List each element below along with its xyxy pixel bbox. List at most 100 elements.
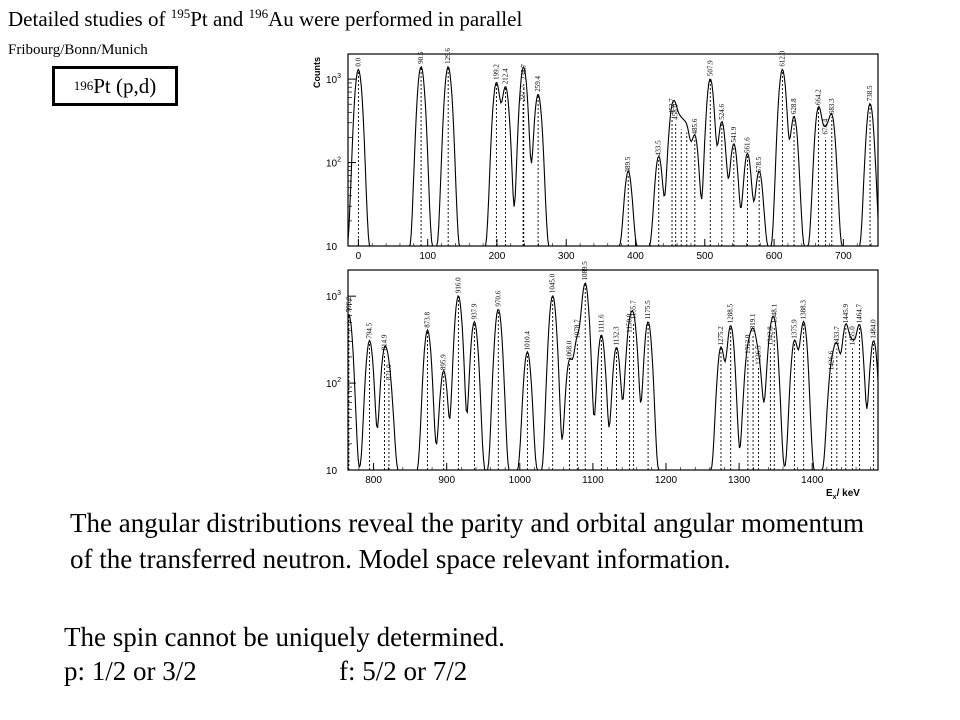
peak-label: 1078.7 [573, 319, 581, 339]
peak-marker: 1132.3 [613, 326, 621, 470]
peak-marker: 433.5 [655, 140, 663, 246]
peak-marker: 683.3 [828, 98, 836, 246]
peak-label: 814.9 [380, 334, 388, 350]
reaction-label: Pt (p,d) [93, 73, 157, 98]
x-tick-label: 400 [627, 251, 644, 262]
peak-marker: 199.2 [492, 64, 500, 246]
peak-label: 1484.0 [870, 319, 878, 339]
peak-label: 1348.1 [770, 304, 778, 324]
x-tick-label: 300 [558, 251, 575, 262]
title-text-2: Pt and [190, 7, 249, 31]
peak-marker: 1010.4 [523, 331, 531, 470]
peak-label: 199.2 [492, 64, 500, 80]
peak-marker: 821.0 [385, 364, 393, 470]
peak-label: 1426.6 [828, 350, 836, 370]
peak-marker: 895.9 [440, 354, 448, 470]
peak-label: 237.7 [519, 85, 527, 101]
peak-marker: 1111.6 [597, 314, 605, 470]
peak-label: 628.8 [790, 98, 798, 114]
plot-frame [347, 269, 879, 471]
y-tick-label: 102 [326, 157, 341, 170]
peak-label: 458.0 [672, 103, 680, 119]
peak-label: 507.9 [706, 60, 714, 76]
peak-label: 524.6 [718, 103, 726, 119]
peak-marker: 389.5 [624, 156, 632, 246]
peak-label: 1132.3 [613, 326, 621, 345]
peak-label: 1068.0 [566, 340, 574, 360]
peak-label: 821.0 [385, 364, 393, 380]
spectrum-curve [347, 65, 879, 247]
peak-marker: 1445.9 [842, 304, 850, 470]
peak-label: 259.4 [534, 75, 542, 91]
peak-marker: 814.9 [380, 334, 388, 470]
peak-label: 129.6 [444, 48, 452, 64]
peak-marker: 259.4 [534, 75, 542, 246]
peak-marker: 458.0 [672, 103, 680, 246]
peak-label: 1388.3 [800, 300, 808, 320]
x-tick-label: 1300 [728, 475, 751, 486]
peak-marker: 1464.7 [856, 304, 864, 470]
peak-marker: 524.6 [718, 103, 726, 246]
spectra-chart: 0.0 90.5 129.6 199.2 212.4 237.7 238.7 259.4 389… [312, 48, 879, 501]
p-spin-options: p: 1/2 or 3/2 [64, 656, 197, 686]
peak-marker: 507.9 [706, 60, 714, 246]
title-mass-number-1: 195 [170, 6, 191, 21]
peak-marker: 1455.0 [848, 326, 856, 470]
peak-label: 1375.9 [791, 319, 799, 339]
peak-marker: 1426.6 [828, 350, 836, 470]
peak-marker: 612.0 [778, 50, 786, 246]
peak-label: 452.7 [668, 98, 676, 114]
title-mass-number-2: 196 [248, 6, 269, 21]
peak-marker: 1150.0 [625, 313, 633, 470]
x-tick-label: 1100 [582, 475, 604, 486]
peak-label: 578.5 [755, 156, 763, 172]
peak-label: 90.5 [417, 51, 425, 64]
peak-label: 1455.0 [848, 326, 856, 346]
x-tick-label: 100 [419, 251, 436, 262]
peak-marker: 1275.2 [717, 326, 725, 470]
y-tick-label: 10 [326, 242, 338, 253]
peak-label: 541.9 [730, 126, 738, 142]
x-tick-label: 700 [835, 251, 852, 262]
peak-label: 1433.7 [833, 326, 841, 346]
x-tick-label: 200 [489, 251, 506, 262]
x-tick-label: 500 [696, 251, 713, 262]
peak-label: 0.0 [354, 57, 362, 66]
peak-label: 1288.5 [727, 304, 735, 324]
peak-marker: 794.5 [366, 322, 374, 470]
peak-label: 1155.7 [630, 300, 638, 319]
peak-label: 612.0 [778, 50, 786, 66]
peak-marker: 970.6 [494, 290, 502, 470]
peak-label: 1342.8 [766, 326, 774, 346]
peak-label: 1045.0 [549, 273, 557, 293]
title-text-3: Au were performed in parallel [268, 7, 523, 31]
peak-marker: 1045.0 [549, 273, 557, 470]
x-tick-label: 1400 [801, 475, 824, 486]
peak-marker: 90.5 [417, 51, 425, 246]
peak-label: 970.6 [494, 290, 502, 306]
peak-marker: 238.7 [520, 64, 528, 246]
peak-label: 1111.6 [597, 314, 605, 333]
y-axis-label: Counts [312, 57, 322, 88]
peak-label: 1326.5 [754, 345, 762, 365]
peak-label: 738.5 [866, 85, 874, 101]
peak-marker: 738.5 [866, 85, 874, 246]
peak-marker: 578.5 [755, 156, 763, 246]
angular-distribution-text: The angular distributions reveal the par… [70, 508, 865, 574]
peak-label: 664.2 [815, 89, 823, 105]
peak-marker: 664.2 [815, 89, 823, 246]
peak-label: 1464.7 [856, 304, 864, 324]
spin-statement: The spin cannot be uniquely determined. [64, 622, 505, 652]
peak-label: 794.5 [366, 322, 374, 338]
peak-marker: 1319.1 [749, 313, 757, 470]
peak-label: 1312.0 [744, 334, 752, 354]
peak-label: 389.5 [624, 156, 632, 172]
peak-label: 1275.2 [717, 326, 725, 346]
peak-label: 238.7 [520, 64, 528, 80]
peak-label: 561.6 [743, 137, 751, 153]
peak-label: 895.9 [440, 354, 448, 370]
spectrum-panel-1: 0.0 90.5 129.6 199.2 212.4 237.7 238.7 259.4 389… [312, 48, 879, 262]
peak-marker: 1433.7 [833, 326, 841, 470]
peak-marker: 1175.5 [644, 300, 652, 470]
x-axis-label: Ex/ keV [826, 488, 860, 501]
